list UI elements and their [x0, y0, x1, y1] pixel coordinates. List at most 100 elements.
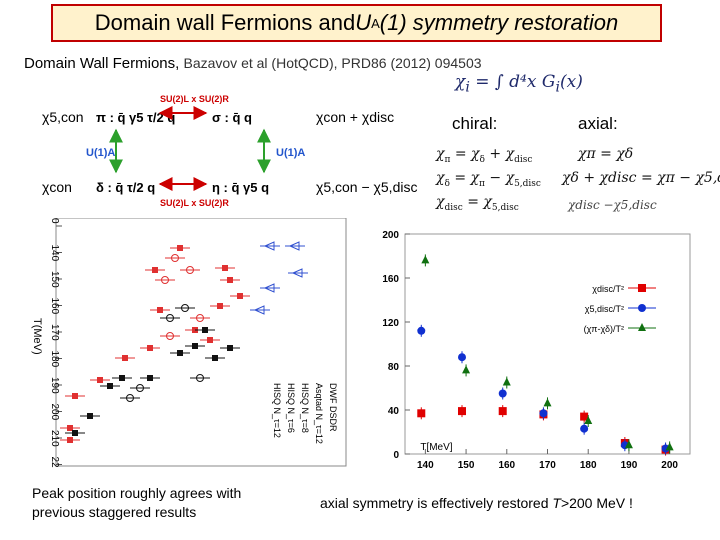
data-point [417, 326, 426, 335]
left-plot-marker [227, 345, 233, 351]
title-prefix: Domain wall Fermions and [94, 10, 356, 35]
chiral-heading: chiral: [452, 114, 498, 133]
diagram-top-left: χ5,con [42, 109, 84, 125]
diagram-sigma: σ : q̄ q [212, 110, 252, 125]
left-tick-label: 180 [49, 351, 60, 368]
diagram-bot-left: χcon [42, 179, 72, 195]
y-tick-label: 120 [382, 318, 399, 329]
left-plot-marker [122, 355, 128, 361]
left-tick-label: 140 [49, 245, 60, 262]
data-point [462, 365, 471, 374]
left-legend-entry: Asqtad N_τ=12 [314, 383, 324, 444]
reference-lead: Domain Wall Fermions, [24, 55, 184, 72]
title-u: U [355, 10, 372, 35]
legend-label: (χπ-χδ)/T² [584, 324, 624, 334]
caption-right: axial symmetry is effectively restored T… [320, 495, 633, 511]
axial-eq-1: χπ = χδ [578, 146, 634, 162]
diagram-pi: π : q̄ γ5 τ/2 q [96, 110, 175, 125]
left-plot-marker [157, 307, 163, 313]
x-tick-label: 160 [498, 460, 515, 471]
left-tick-label: 190 [49, 377, 60, 394]
left-plot-marker [136, 384, 144, 392]
left-tick-label: 150 [49, 271, 60, 288]
left-tick-label: 220 [49, 457, 60, 469]
diagram-eta: η : q̄ γ5 q [212, 180, 269, 195]
data-point [580, 424, 589, 433]
data-point [543, 398, 552, 407]
chiral-eq-1: χπ = χδ + χdisc [436, 146, 533, 165]
reference-citation: Bazavov et al (HotQCD), PRD86 (2012) 094… [183, 55, 482, 71]
y-tick-label: 80 [388, 362, 400, 373]
left-plot-marker [207, 337, 213, 343]
data-point [661, 444, 670, 453]
x-tick-label: 200 [661, 460, 678, 471]
susceptibility-chart: 0 40 80 120 160 200 140 150 160 170 180 190 200 T[MeV… [382, 230, 691, 471]
left-plot-marker [181, 304, 189, 312]
left-plot-marker [107, 383, 113, 389]
left-plot-marker [67, 425, 73, 431]
data-point [539, 409, 548, 418]
left-legend-entry: HISQ N_τ=6 [286, 383, 296, 433]
data-point [580, 412, 589, 421]
left-plot-marker [237, 293, 243, 299]
left-plot-marker [291, 268, 303, 278]
x-tick-label: 140 [417, 460, 434, 471]
left-plot-marker [161, 276, 169, 284]
legend-marker [638, 323, 646, 331]
y-tick-label: 200 [382, 230, 399, 241]
left-plot-marker [202, 327, 208, 333]
data-point [417, 409, 426, 418]
left-plot-marker [97, 377, 103, 383]
left-plot-marker [171, 254, 179, 262]
diagram-delta: δ : q̄ τ/2 q [96, 180, 155, 195]
left-plot-marker [196, 374, 204, 382]
x-tick-label: 180 [580, 460, 597, 471]
left-axis-title: T(MeV) [31, 318, 43, 355]
left-plot-marker [147, 345, 153, 351]
data-point [498, 407, 507, 416]
axial-eq-3: χdisc −χ5,disc [568, 198, 657, 212]
left-legend-entry: DWF DSDR [328, 383, 338, 432]
y-tick-label: 160 [382, 274, 399, 285]
slide-title: Domain wall Fermions and U A (1) symmetry … [51, 4, 662, 42]
left-plot-marker [222, 265, 228, 271]
caption-left-line-1: Peak position roughly agrees with [32, 485, 242, 501]
caption-left-line-2: previous staggered results [32, 504, 197, 520]
x-tick-label: 170 [539, 460, 556, 471]
diagram-top-right: χcon + χdisc [316, 109, 394, 125]
left-plot-marker [152, 267, 158, 273]
left-plot-marker [87, 413, 93, 419]
legend-label: χ5,disc/T² [585, 304, 624, 314]
left-plot-marker [119, 375, 125, 381]
left-plot-marker [253, 305, 265, 315]
right-arrow-label: U(1)A [276, 147, 305, 159]
y-tick-label: 0 [393, 450, 399, 461]
y-tick-label: 40 [388, 406, 400, 417]
left-legend-entry: HISQ N_τ=12 [272, 383, 282, 438]
legend-marker [638, 304, 646, 312]
left-plot-marker [186, 266, 194, 274]
data-point [421, 255, 430, 264]
left-plot-marker [212, 355, 218, 361]
left-plot-marker [192, 343, 198, 349]
previous-results-plot: 0 140 150 160 170 180 190 200 210 220 T(MeV) DWF … [31, 218, 347, 469]
data-point [584, 416, 593, 424]
left-plot-marker [72, 430, 78, 436]
chiral-eq-2: χδ = χπ − χ5,disc [436, 170, 541, 189]
left-plot-marker [177, 245, 183, 251]
data-point [624, 440, 633, 449]
reference-line: Domain Wall Fermions, Bazavov et al (Hot… [24, 55, 482, 72]
left-plot-marker [147, 375, 153, 381]
data-point [458, 353, 466, 362]
left-plot-marker [263, 283, 275, 293]
data-point [498, 389, 507, 398]
left-plot-marker [263, 241, 275, 251]
left-plot-marker [217, 303, 223, 309]
title-suffix: (1) symmetry restoration [379, 10, 619, 35]
legend-label: χdisc/T² [592, 284, 624, 294]
left-plot-marker [67, 437, 73, 443]
title-sub: A [371, 15, 380, 31]
left-tick-label: 170 [49, 324, 60, 341]
diagram-bot-right: χ5,con − χ5,disc [316, 179, 417, 195]
left-tick-label: 200 [49, 404, 60, 421]
